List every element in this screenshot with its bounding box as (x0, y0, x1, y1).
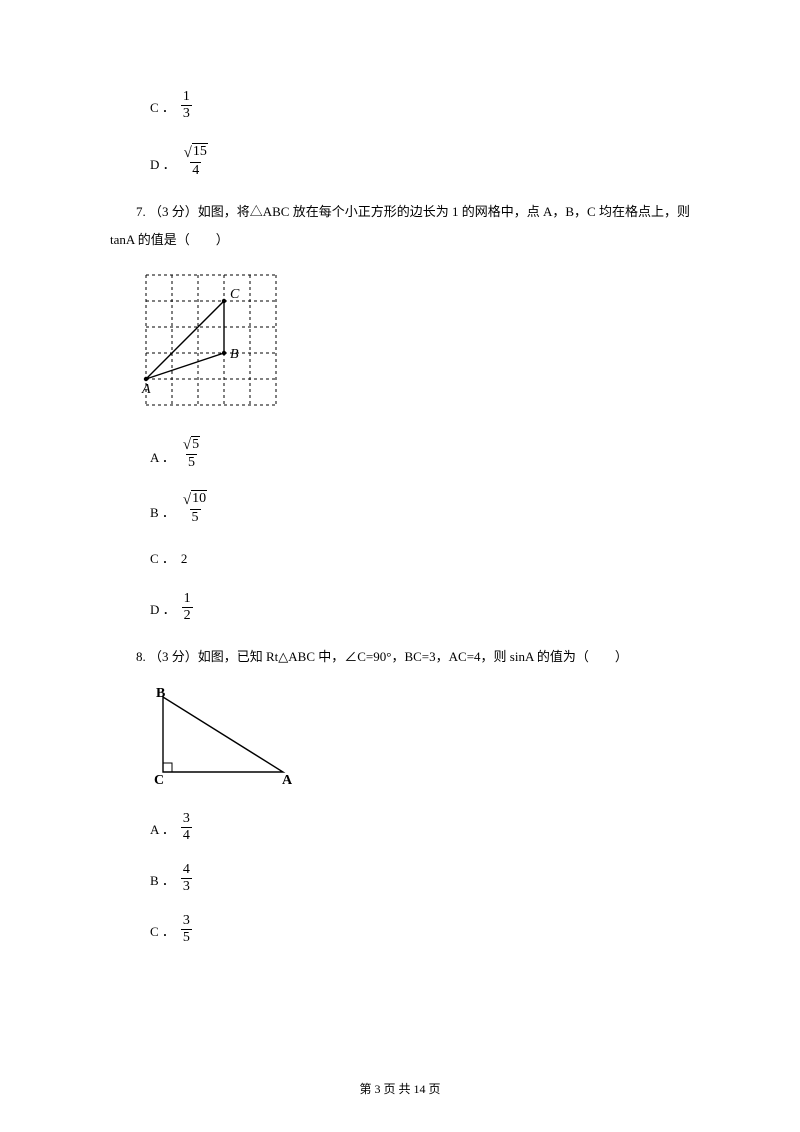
svg-text:A: A (282, 773, 293, 787)
q7-text: 7. （3 分）如图，将△ABC 放在每个小正方形的边长为 1 的网格中，点 A… (110, 198, 690, 255)
fraction: √15 4 (182, 143, 210, 178)
fraction: 1 2 (182, 592, 193, 623)
q8-option-c: C ． 3 5 (150, 914, 690, 947)
q8-triangle-figure: B C A (148, 687, 690, 798)
fraction: 3 5 (181, 914, 192, 945)
sqrt-icon: √10 (183, 490, 207, 508)
option-label: A ． (150, 444, 175, 473)
triangle-svg: B C A (148, 687, 308, 787)
option-label: C ． (150, 545, 175, 574)
svg-text:B: B (156, 687, 165, 701)
q7-option-c: C ． 2 (150, 545, 690, 574)
option-label: D ． (150, 151, 176, 180)
option-label: D ． (150, 596, 176, 625)
option-label: B ． (150, 867, 175, 896)
svg-text:C: C (230, 287, 240, 302)
option-label: A ． (150, 816, 175, 845)
svg-text:C: C (154, 773, 164, 787)
q8-text: 8. （3 分）如图，已知 Rt△ABC 中，∠C=90°，BC=3，AC=4，… (110, 643, 690, 672)
fraction: 4 3 (181, 863, 192, 894)
sqrt-icon: √15 (184, 143, 208, 161)
q7-option-d: D ． 1 2 (150, 592, 690, 625)
fraction: √5 5 (181, 436, 202, 471)
q7-option-b: B ． √10 5 (150, 490, 690, 527)
option-label: C ． (150, 918, 175, 947)
q8-option-b: B ． 4 3 (150, 863, 690, 896)
svg-text:B: B (230, 347, 239, 362)
q7-option-a: A ． √5 5 (150, 436, 690, 473)
sqrt-icon: √5 (183, 436, 200, 454)
q8-option-a: A ． 3 4 (150, 812, 690, 845)
fraction: √10 5 (181, 490, 209, 525)
option-value: 2 (181, 545, 188, 574)
option-label: B ． (150, 499, 175, 528)
fraction: 1 3 (181, 90, 192, 121)
page-footer: 第 3 页 共 14 页 (0, 1076, 800, 1102)
fraction: 3 4 (181, 812, 192, 843)
prev-option-d: D ． √15 4 (150, 143, 690, 180)
option-label: C ． (150, 94, 175, 123)
prev-option-c: C ． 1 3 (150, 90, 690, 123)
q7-grid-figure: A B C (140, 271, 690, 422)
svg-text:A: A (141, 382, 151, 397)
grid-svg: A B C (140, 271, 295, 411)
